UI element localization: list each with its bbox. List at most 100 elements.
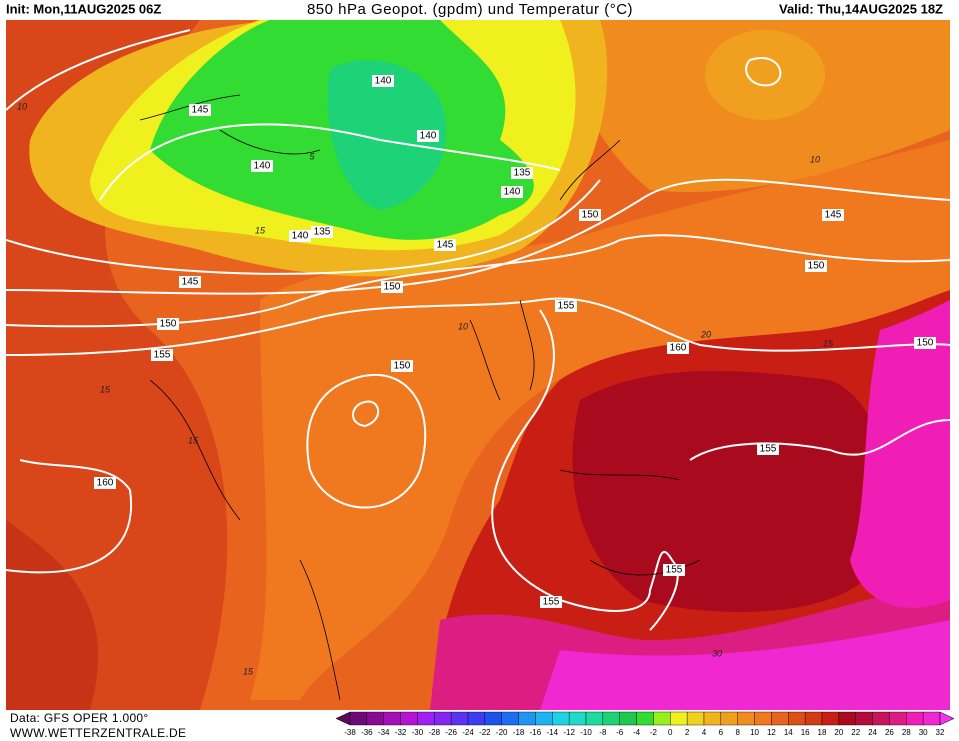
colorbar-swatch	[434, 711, 452, 726]
contour-label: 140	[420, 131, 437, 142]
colorbar-swatch	[636, 711, 654, 726]
contour-label: 155	[760, 444, 777, 455]
colorbar-swatch	[720, 711, 738, 726]
contour-label: 160	[670, 343, 687, 354]
colorbar-swatch	[366, 711, 384, 726]
colorbar-swatch	[417, 711, 435, 726]
contour-label: 145	[825, 210, 842, 221]
colorbar-swatch	[568, 711, 587, 726]
contour-label: 155	[154, 350, 171, 361]
colorbar-tick-label: -18	[513, 728, 525, 737]
colorbar-swatch	[922, 711, 941, 726]
contour-label-box	[511, 167, 533, 179]
contour-label: 155	[558, 301, 575, 312]
colorbar-tick-label: 30	[919, 728, 928, 737]
colorbar-swatch	[754, 711, 772, 726]
contour-label-box	[372, 75, 394, 87]
contour-label-box	[251, 160, 273, 172]
contour-label-box	[151, 349, 173, 361]
colorbar-tick-label: -24	[462, 728, 474, 737]
colorbar-swatch	[771, 711, 789, 726]
colorbar-tick-label: 14	[784, 728, 793, 737]
colorbar-swatch	[467, 711, 486, 726]
isotherm-label: 15	[243, 666, 254, 676]
contour-label: 140	[292, 231, 309, 242]
contour-label: 155	[543, 597, 560, 608]
colorbar-tick-label: -14	[547, 728, 559, 737]
colorbar-swatch	[737, 711, 755, 726]
colorbar-swatch	[501, 711, 519, 726]
contour-label-box	[189, 104, 211, 116]
colorbar-tick-label: 10	[750, 728, 759, 737]
colorbar-tick-label: 18	[818, 728, 827, 737]
colorbar-tick-label: -20	[496, 728, 508, 737]
contour-label: 140	[504, 187, 521, 198]
contour-label-box	[757, 443, 779, 455]
colorbar-tick-label: -2	[650, 728, 658, 737]
colorbar-swatch	[450, 711, 469, 726]
map-title: 850 hPa Geopot. (gpdm) und Temperatur (°…	[307, 1, 633, 18]
colorbar-tick-label: 12	[767, 728, 776, 737]
colorbar-swatch	[383, 711, 401, 726]
contour-label-box	[501, 186, 523, 198]
contour-label: 140	[375, 76, 392, 87]
colorbar-tick-label: 8	[735, 728, 740, 737]
contour-label: 160	[97, 478, 114, 489]
contour-label-box	[434, 239, 456, 251]
colorbar-swatch	[872, 711, 890, 726]
contour-label-box	[289, 230, 311, 242]
contour-label: 145	[192, 105, 209, 116]
colorbar-swatch	[670, 711, 688, 726]
contour-label-box	[822, 209, 844, 221]
isotherm-label: 30	[712, 648, 722, 658]
colorbar-swatch	[889, 711, 907, 726]
contour-label-box	[381, 281, 403, 293]
colorbar: -38 -36 -34 -32 -30 -28 -26 -24 -22 -20 -18 -16 -14-…	[335, 711, 955, 737]
colorbar-swatch	[400, 711, 418, 726]
colorbar-tick-label: -36	[361, 728, 373, 737]
contour-label: 140	[254, 161, 271, 172]
colorbar-tick-label: 22	[851, 728, 860, 737]
colorbar-tick-label: 28	[902, 728, 911, 737]
colorbar-swatch	[518, 711, 536, 726]
colorbar-tick-label: -8	[599, 728, 607, 737]
colorbar-tick-label: -12	[563, 728, 575, 737]
colorbar-tick-label: -32	[395, 728, 407, 737]
contour-label-box	[157, 318, 179, 330]
contour-label: 150	[808, 261, 825, 272]
colorbar-swatch	[855, 711, 873, 726]
colorbar-tick-label: -38	[344, 728, 356, 737]
contour-label-box	[94, 477, 116, 489]
isotherm-label: 10	[458, 321, 468, 331]
colorbar-tick-label: 24	[868, 728, 877, 737]
colorbar-tick-label: 2	[685, 728, 690, 737]
contour-label-box	[805, 260, 827, 272]
colorbar-swatch	[484, 711, 502, 726]
contour-label-box	[391, 360, 413, 372]
colorbar-swatch	[535, 711, 553, 726]
contour-label-box	[663, 564, 685, 576]
colorbar-swatch	[552, 711, 570, 726]
colorbar-high-arrow	[939, 711, 955, 726]
isotherm-label: 15	[188, 435, 199, 445]
colorbar-swatch	[602, 711, 620, 726]
contour-label: 135	[314, 227, 331, 238]
contour-label-box	[555, 300, 577, 312]
contour-label-box	[914, 337, 936, 349]
colorbar-tick-label: -6	[616, 728, 624, 737]
contour-label: 145	[437, 240, 454, 251]
colorbar-swatch	[788, 711, 806, 726]
colorbar-swatch	[804, 711, 823, 726]
colorbar-swatch	[838, 711, 856, 726]
contour-label-box	[540, 596, 562, 608]
isotherm-label: 10	[810, 154, 820, 164]
colorbar-tick-label: 20	[834, 728, 843, 737]
contour-label-box	[179, 276, 201, 288]
colorbar-tick-label: 26	[885, 728, 894, 737]
valid-time: Valid: Thu,14AUG2025 18Z	[779, 1, 943, 16]
isotherm-label: 15	[823, 338, 834, 348]
contour-label: 150	[160, 319, 177, 330]
colorbar-tick-label: 0	[668, 728, 673, 737]
contour-label: 145	[182, 277, 199, 288]
